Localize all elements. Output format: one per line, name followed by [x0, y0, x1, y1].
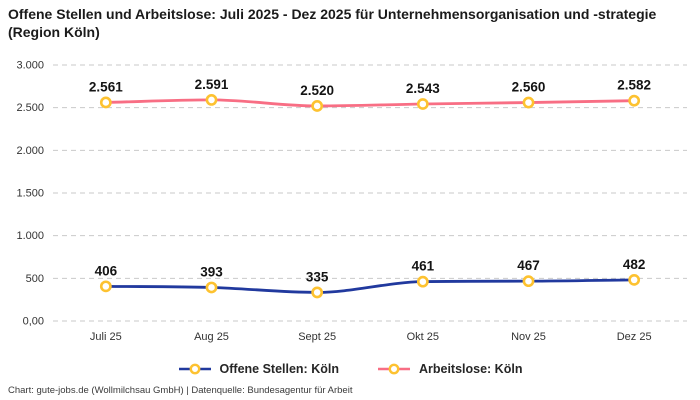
legend-item-arbeitslose[interactable]: Arbeitslose: Köln	[377, 362, 523, 376]
y-axis-tick-label: 3.000	[16, 60, 44, 72]
y-axis-tick-label: 500	[26, 273, 44, 285]
legend-label: Offene Stellen: Köln	[219, 362, 339, 376]
data-point-marker[interactable]	[628, 273, 641, 286]
data-point-label: 2.520	[300, 83, 334, 98]
data-point-marker[interactable]	[99, 280, 112, 293]
series-line-0	[104, 278, 636, 294]
legend-item-offene-stellen[interactable]: Offene Stellen: Köln	[178, 362, 339, 376]
chart-credit: Chart: gute-jobs.de (Wollmilchsau GmbH) …	[8, 385, 353, 396]
y-axis-tick-label: 2.000	[16, 145, 44, 157]
data-point-label: 406	[95, 263, 118, 278]
data-point-marker[interactable]	[99, 96, 112, 109]
data-point-marker[interactable]	[628, 94, 641, 107]
y-axis-tick-label: 1.000	[16, 230, 44, 242]
legend-swatch-line-marker-icon	[178, 363, 211, 375]
x-axis-tick-label: Aug 25	[194, 331, 229, 343]
data-point-label: 2.560	[512, 80, 546, 95]
data-point-marker[interactable]	[522, 96, 535, 109]
data-point-label: 335	[306, 269, 329, 284]
data-point-label: 467	[517, 258, 540, 273]
data-point-label: 393	[200, 264, 223, 279]
legend: Offene Stellen: Köln Arbeitslose: Köln	[0, 362, 700, 376]
data-point-label: 2.543	[406, 81, 440, 96]
x-axis-tick-label: Okt 25	[407, 331, 439, 343]
data-point-label: 2.561	[89, 79, 123, 94]
data-point-marker[interactable]	[205, 281, 218, 294]
legend-swatch-line-marker-icon	[377, 363, 410, 375]
chart-canvas: 0,00 500 1.000 1.500 2.000 2.500 3.000 Juli 25 A…	[16, 60, 687, 343]
data-point-marker[interactable]	[311, 286, 324, 299]
data-point-marker[interactable]	[416, 98, 429, 110]
y-axis-tick-label: 0,00	[23, 316, 44, 328]
data-point-marker[interactable]	[205, 94, 218, 106]
data-point-label: 2.591	[195, 77, 229, 92]
series-line-1	[104, 98, 636, 108]
y-axis-tick-label: 2.500	[16, 102, 44, 114]
data-point-marker[interactable]	[416, 275, 429, 288]
chart-title: Offene Stellen und Arbeitslose: Juli 202…	[8, 6, 657, 41]
x-axis-tick-label: Nov 25	[511, 331, 546, 343]
legend-marker-icon	[388, 363, 400, 375]
x-axis-tick-label: Dez 25	[617, 331, 652, 343]
data-point-marker[interactable]	[311, 100, 324, 112]
legend-marker-icon	[189, 363, 200, 375]
data-point-label: 2.582	[617, 78, 651, 93]
data-point-marker[interactable]	[522, 275, 535, 288]
y-axis-tick-label: 1.500	[16, 188, 44, 200]
data-point-label: 482	[623, 257, 646, 272]
data-point-label: 461	[412, 259, 435, 274]
legend-label: Arbeitslose: Köln	[418, 362, 523, 376]
x-axis-tick-label: Juli 25	[90, 331, 122, 343]
x-axis-tick-label: Sept 25	[298, 331, 336, 343]
